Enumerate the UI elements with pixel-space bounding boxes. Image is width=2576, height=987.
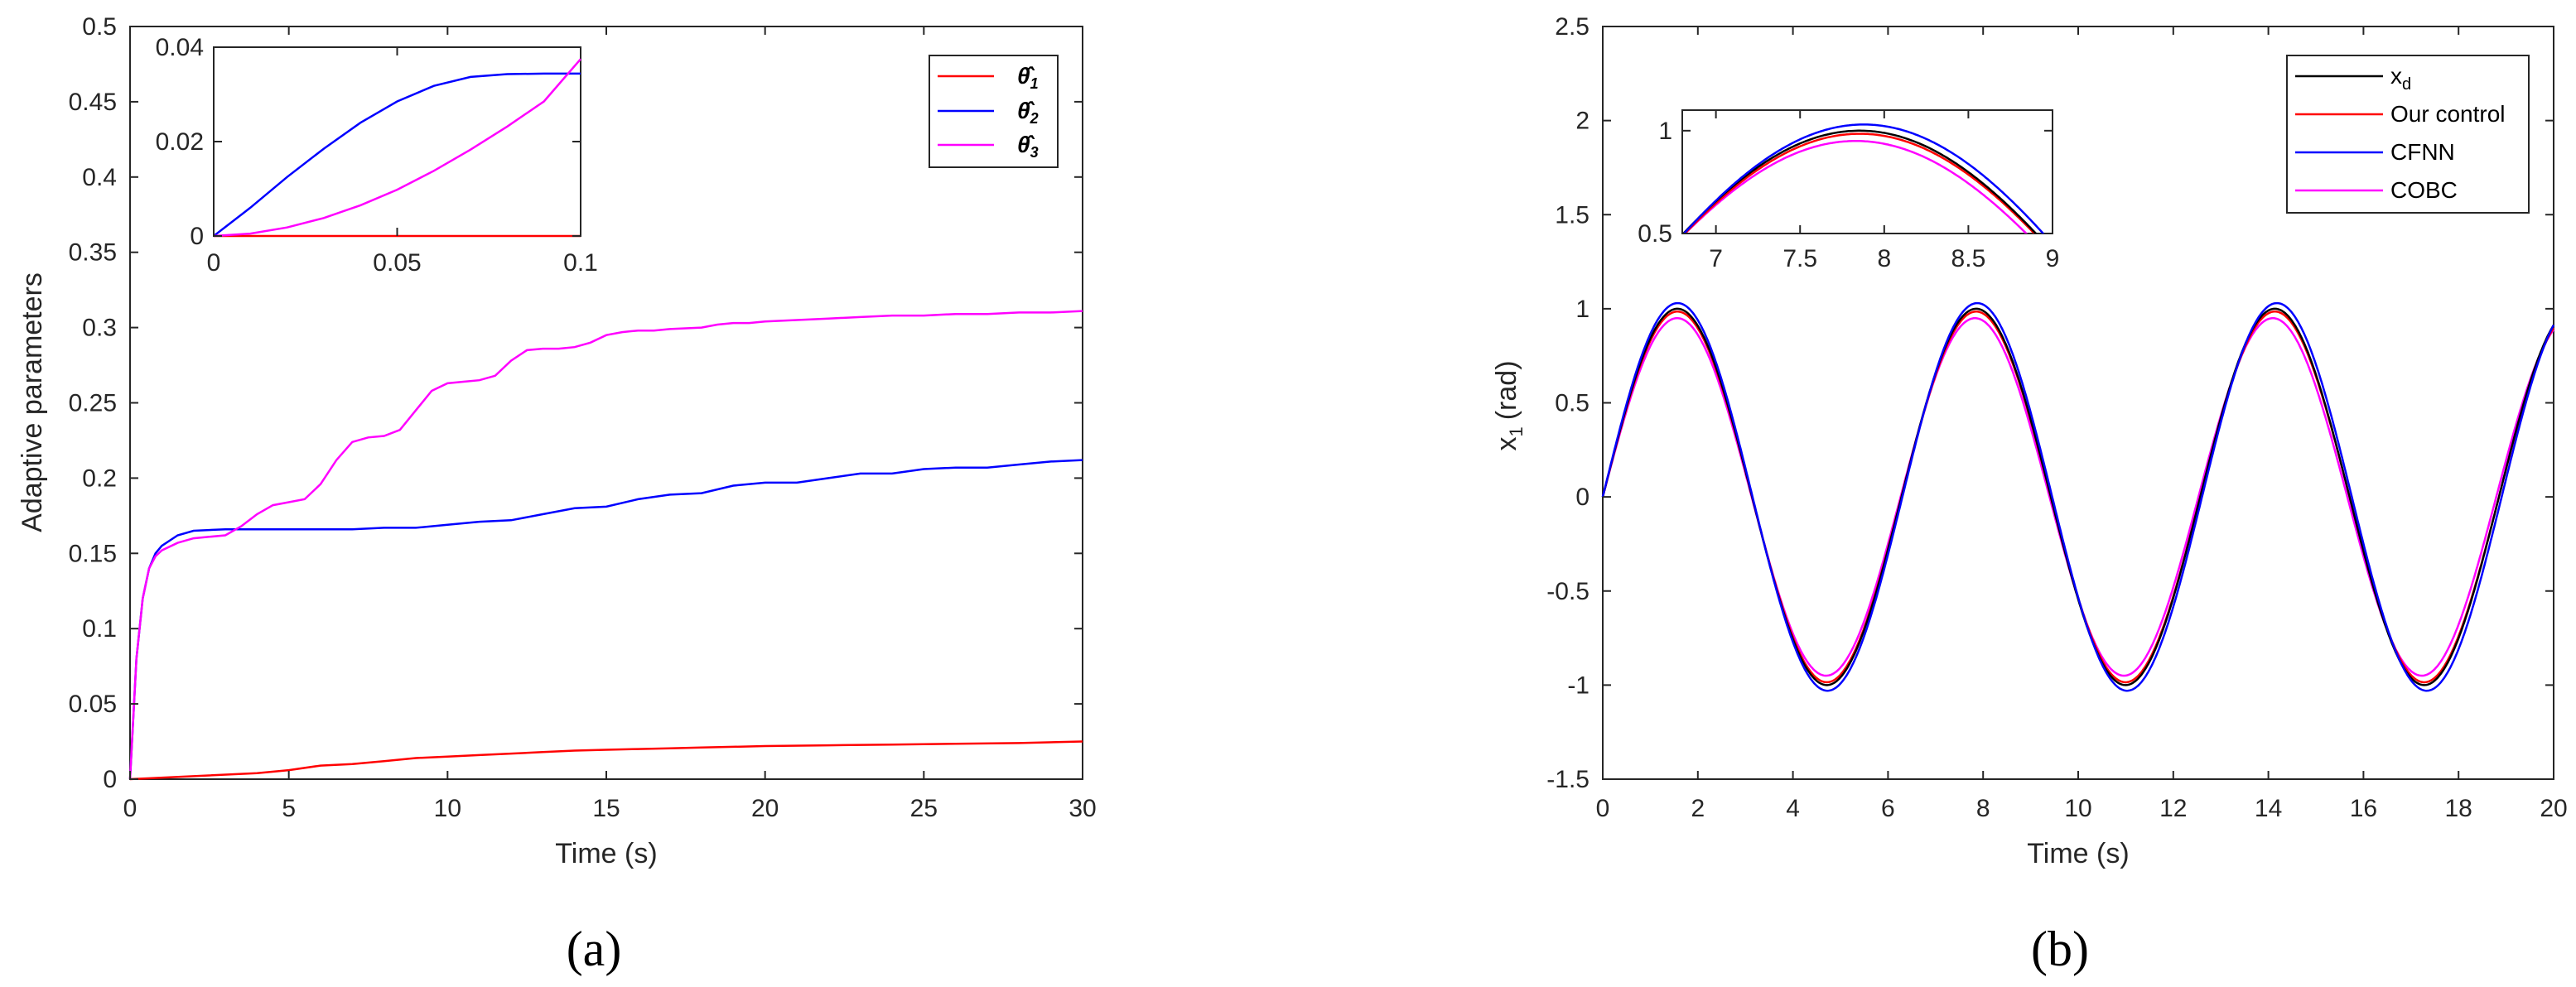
chart-a-xtick-label: 0	[123, 795, 137, 822]
legend-label-cfnn: CFNN	[2390, 139, 2455, 165]
chart-b-inset-xtick-label: 9	[2046, 245, 2060, 272]
chart-a-inset-ytick-label: 0	[190, 223, 204, 250]
chart-b-inset-series-xd-line	[1682, 129, 2038, 234]
chart-a-legend: θ̂1 θ̂2 θ̂3	[929, 55, 1059, 168]
chart-a-ytick-label: 0	[103, 766, 117, 793]
chart-b-xtick-label: 2	[1691, 795, 1705, 822]
chart-b-inset-series-group	[1682, 123, 2045, 234]
chart-b-ytick-label: 1.5	[1555, 201, 1589, 229]
chart-b-y-ticks: -1.5 -1 -0.5 0 0.5 1 1.5 2 2.5	[1546, 13, 2554, 793]
chart-b-ytick-label: 0.5	[1555, 390, 1589, 417]
chart-b-xtick-label: 4	[1786, 795, 1800, 822]
chart-a-xtick-label: 10	[434, 795, 461, 822]
chart-a-ytick-label: 0.1	[82, 615, 117, 643]
chart-b-inset-clip	[1682, 123, 2045, 234]
chart-a-xtick-label: 15	[592, 795, 620, 822]
chart-a-x-axis-label: Time (s)	[555, 838, 657, 869]
chart-b-xtick-label: 14	[2255, 795, 2282, 822]
chart-a-xtick-label: 20	[751, 795, 779, 822]
chart-a-xtick-label: 30	[1069, 795, 1096, 822]
chart-b-ytick-label: 0	[1575, 484, 1589, 511]
caption-b: (b)	[2031, 922, 2089, 976]
chart-b-ytick-label: -1	[1567, 672, 1589, 699]
chart-b-xtick-label: 20	[2540, 795, 2567, 822]
chart-a-ytick-label: 0.5	[82, 13, 117, 41]
chart-a-inset-series-2-line	[213, 72, 581, 237]
caption-a: (a)	[567, 922, 622, 976]
chart-b-xtick-label: 18	[2445, 795, 2472, 822]
chart-a-series-theta1-line	[129, 740, 1083, 781]
chart-b-xtick-label: 16	[2350, 795, 2377, 822]
legend-label-our-control: Our control	[2390, 101, 2506, 127]
legend-label-cobc: COBC	[2390, 177, 2458, 203]
chart-b-inset-series-our-control-line	[1683, 132, 2036, 234]
chart-a-xtick-label: 5	[282, 795, 296, 822]
chart-a-ytick-label: 0.4	[82, 164, 117, 191]
chart-b-x-ticks: 0 2 4 6 8 10 12 14 16 18 20	[1596, 26, 2568, 822]
chart-b-inset-ytick-label: 0.5	[1638, 220, 1672, 248]
chart-b-ytick-label: 1	[1575, 296, 1589, 323]
chart-a-series-group	[128, 310, 1083, 781]
chart-b-ytick-label: -1.5	[1546, 766, 1589, 793]
chart-b-x-axis-label: Time (s)	[2027, 838, 2129, 869]
chart-b-inset-xtick-label: 7	[1709, 245, 1723, 272]
legend-item-xd: xd	[2295, 63, 2411, 94]
chart-a-y-axis-label: Adaptive parameters	[17, 272, 48, 532]
chart-a-inset-ytick-label: 0.04	[156, 34, 204, 61]
chart-a-inset-xtick-label: 0.05	[373, 249, 421, 277]
legend-label-xd: xd	[2390, 63, 2411, 94]
chart-b-series-group	[1601, 301, 2555, 692]
chart-b-xtick-label: 6	[1881, 795, 1895, 822]
chart-a-ytick-label: 0.05	[69, 691, 117, 718]
chart-b-inset-xtick-label: 7.5	[1782, 245, 1817, 272]
chart-a-inset-ticks: 0 0.05 0.1 0 0.02 0.04	[156, 34, 598, 277]
chart-a-x-ticks: 0 5 10 15 20 25 30	[123, 26, 1097, 822]
chart-b-inset-series-cfnn-line	[1682, 123, 2045, 234]
chart-b-inset-xtick-label: 8.5	[1951, 245, 1986, 272]
chart-b-inset-xtick-label: 8	[1877, 245, 1891, 272]
chart-b-inset-ticks: 7 7.5 8 8.5 9 0.5 1	[1638, 110, 2059, 272]
chart-b-legend: xd Our control CFNN COBC	[2286, 55, 2530, 214]
chart-a-y-ticks: 0 0.05 0.1 0.15 0.2 0.25 0.3 0.35 0.4 0.45 0.5	[69, 13, 1083, 793]
chart-a-ytick-label: 0.15	[69, 540, 117, 567]
chart-a-inset-series-3-line	[213, 58, 581, 238]
chart-b-inset-series-cobc-line	[1683, 140, 2028, 234]
chart-a-ytick-label: 0.2	[82, 465, 117, 492]
chart-a-series-theta3-line	[128, 310, 1083, 780]
legend-item-cobc: COBC	[2295, 177, 2458, 203]
legend-item-cfnn: CFNN	[2295, 139, 2455, 165]
chart-a-inset-xtick-label: 0.1	[563, 249, 598, 277]
chart-a-ytick-label: 0.25	[69, 390, 117, 417]
chart-b-xtick-label: 12	[2159, 795, 2187, 822]
chart-a: 0 5 10 15 20 25 30 00.050.10.150.20.250.30.350…	[17, 13, 1097, 976]
chart-b-ytick-label: 2	[1575, 108, 1589, 135]
chart-a-ytick-label: 0.45	[69, 89, 117, 116]
chart-a-inset-xtick-label: 0	[207, 249, 221, 277]
chart-b-y-axis-label: x1(rad)	[1491, 360, 1527, 450]
chart-b-ytick-label: 2.5	[1555, 13, 1589, 41]
legend-item-our-control: Our control	[2295, 101, 2506, 127]
chart-a-inset-area	[213, 46, 581, 237]
chart-a-inset-ytick-label: 0.02	[156, 128, 204, 156]
chart-b: 0 2 4 6 8 10 12 14 16 18 20 -1.5-1-0.500.511.522.5…	[1491, 13, 2568, 976]
chart-b-xtick-label: 0	[1596, 795, 1610, 822]
chart-b-ytick-label: -0.5	[1546, 578, 1589, 605]
chart-a-ytick-label: 0.35	[69, 239, 117, 267]
chart-a-xtick-label: 25	[910, 795, 938, 822]
chart-b-inset-ytick-label: 1	[1658, 118, 1672, 145]
chart-b-xtick-label: 10	[2064, 795, 2091, 822]
chart-b-inset-area	[1681, 109, 2053, 234]
chart-a-series-theta2-line	[128, 459, 1083, 780]
chart-a-ytick-label: 0.3	[82, 315, 117, 342]
chart-b-series-cfnn-line	[1601, 301, 2555, 692]
chart-b-xtick-label: 8	[1976, 795, 1990, 822]
